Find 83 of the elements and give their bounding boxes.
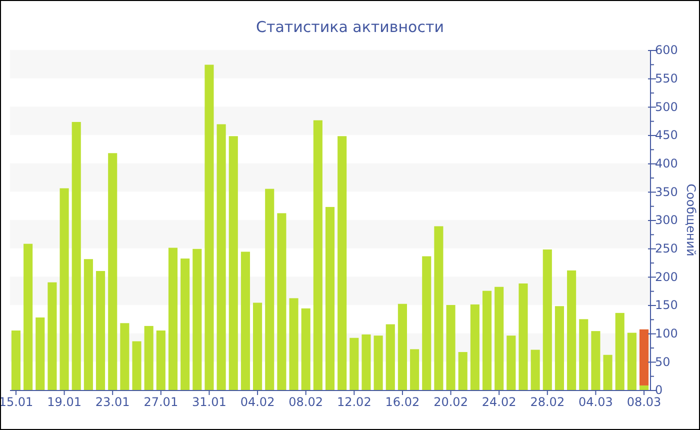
bar [458,352,468,390]
y-tick-label: 550 [655,72,678,86]
bar [518,283,528,390]
y-tick-label: 600 [655,43,678,58]
bar [615,312,624,390]
bar [422,256,432,390]
x-tick-label: 27.01 [144,395,178,409]
bar [579,319,588,390]
bar [60,188,69,390]
x-tick-label: 15.01 [0,395,34,409]
y-axis-title: Сообщений [684,184,698,256]
bar [204,64,214,390]
x-tick-label: 28.02 [530,395,565,409]
x-tick-label: 23.01 [95,395,130,409]
bar [434,226,444,390]
bar [48,282,57,390]
y-tick-label: 50 [655,354,670,369]
bar [156,330,166,390]
bar [494,286,504,390]
y-tick-label: 150 [655,298,678,312]
bar [84,259,93,390]
bar [240,252,250,390]
bar [277,213,286,390]
bar [301,308,310,390]
bar [639,329,649,386]
y-tick-label: 500 [655,100,678,114]
y-tick-label: 200 [655,270,678,284]
x-tick-label: 08.03 [626,395,662,409]
y-tick-label: 350 [655,184,678,199]
x-tick-label: 16.02 [385,395,420,409]
y-tick-label: 0 [655,383,663,398]
x-tick-label: 31.01 [192,395,226,409]
bar [325,206,335,390]
bar [253,302,262,390]
chart-title: Статистика активности [256,18,444,36]
bar [410,349,420,390]
bar [530,350,540,390]
bar [338,136,347,390]
x-tick-label: 04.03 [578,395,613,409]
bar [627,332,636,390]
x-tick-label: 08.02 [288,395,324,409]
x-tick-label: 12.02 [336,395,372,409]
x-tick-label: 19.01 [47,395,82,409]
bar [398,304,407,390]
bar [120,323,130,390]
bar [470,304,480,390]
bar [216,124,226,390]
y-tick-label: 400 [655,156,678,171]
bar [228,136,238,390]
bar [482,290,492,390]
bar [542,249,552,390]
bar [36,317,45,390]
bar [567,270,576,390]
bar [96,271,106,390]
bar [554,306,564,390]
bar [506,336,516,390]
bar [144,326,154,390]
bar [180,258,190,390]
bar [639,385,649,390]
bar [591,331,600,390]
x-tick-label: 24.02 [482,395,516,409]
x-tick-label: 20.02 [434,395,468,409]
bar [374,336,383,390]
bar [132,341,142,390]
bar [603,354,612,390]
bar [313,120,322,390]
y-tick-label: 250 [655,242,678,256]
x-tick-label: 04.02 [240,395,275,409]
bar [350,338,359,390]
bar [192,248,202,390]
y-tick-label: 100 [655,326,678,341]
bar [386,324,395,390]
bar [446,305,456,390]
bar [168,248,178,390]
bar [362,334,371,390]
bar [11,330,21,390]
bar [108,153,118,390]
bar [289,298,298,390]
y-tick-label: 450 [655,128,678,142]
bar [24,244,33,390]
bar [265,188,274,390]
y-tick-label: 300 [655,213,678,228]
bar [72,122,81,390]
